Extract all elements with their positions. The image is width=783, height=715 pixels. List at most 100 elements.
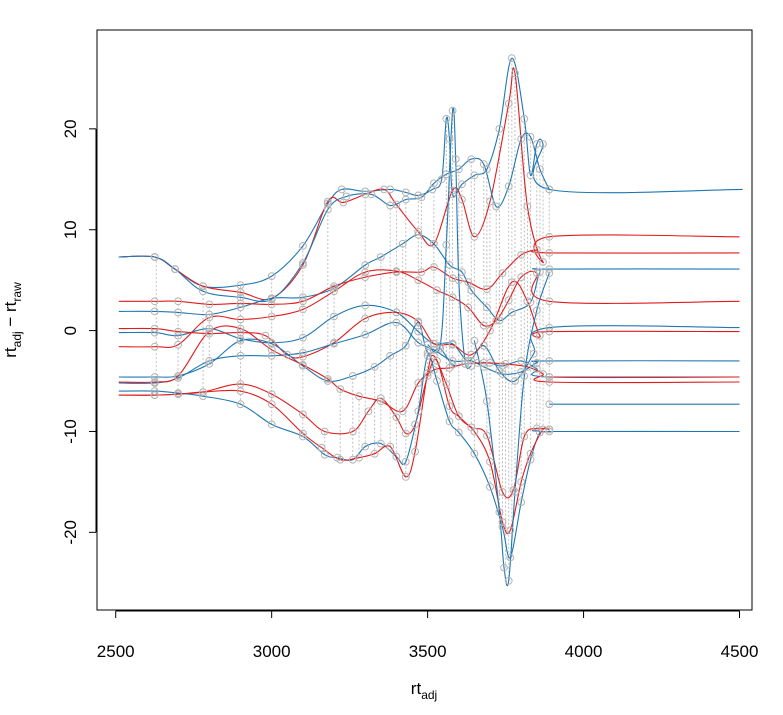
data-point-5-6 [267,312,276,321]
data-point-10-21 [545,378,554,386]
data-point-13-24 [526,449,535,458]
data-point-13-10 [355,453,363,462]
data-point-8-16 [498,370,507,378]
data-point-1-8 [323,199,332,208]
data-point-1-19 [458,180,466,189]
data-point-7-15 [467,350,476,359]
data-point-7-11 [392,308,401,317]
data-point-8-15 [479,363,488,371]
data-point-14-16 [454,165,463,174]
data-point-12-15 [414,407,423,416]
data-point-11-20 [483,431,491,440]
data-point-7-19 [536,331,544,340]
data-point-2-19 [504,99,513,108]
data-point-1-16 [442,114,451,123]
data-point-4-2 [150,297,159,306]
data-point-2-8 [323,197,332,206]
data-point-14-2 [150,253,159,261]
data-point-13-26 [545,425,554,434]
data-point-7-2 [150,324,159,333]
data-point-9-11 [386,351,395,360]
series-line-7 [118,280,740,359]
y-axis-title: rtadj − rtraw [1,282,24,358]
data-point-15-6 [454,276,463,285]
data-point-13-19 [470,427,479,436]
data-point-12-6 [267,420,276,429]
data-point-4-6 [267,300,276,309]
data-point-5-4 [205,313,214,322]
data-point-2-16 [458,195,466,204]
data-point-6-4 [205,324,214,333]
data-point-3-16 [467,286,476,295]
data-point-8-4 [205,357,214,365]
data-point-7-16 [486,326,494,335]
data-point-12-25 [526,455,535,464]
y-tick-label: -20 [61,520,80,545]
data-point-6-19 [545,323,554,332]
x-tick-label: 3500 [409,642,447,661]
data-point-13-8 [317,443,326,452]
data-point-10-6 [267,345,276,354]
data-point-11-11 [376,394,385,403]
data-point-2-5 [236,288,245,297]
data-point-12-18 [445,417,454,426]
data-point-5-7 [299,305,307,314]
data-point-2-21 [523,202,532,211]
data-point-3-18 [495,316,504,325]
data-point-2-18 [486,197,494,206]
data-point-6-9 [361,301,370,310]
data-point-1-27 [539,140,547,148]
data-point-13-22 [506,526,515,535]
data-point-10-18 [501,360,510,368]
data-point-8-3 [174,374,183,382]
data-point-15-4 [448,106,457,115]
data-point-14-11 [386,201,395,210]
data-point-11-22 [509,486,518,494]
data-point-5-20 [545,297,554,306]
data-point-14-20 [504,182,513,191]
data-point-1-10 [361,187,370,196]
data-point-7-17 [507,278,516,287]
data-point-10-5 [236,324,245,333]
data-point-10-17 [479,359,488,367]
data-point-4-18 [532,246,541,254]
data-point-2-17 [470,232,479,241]
data-point-2-4 [199,282,207,291]
data-point-4-7 [299,297,307,306]
data-point-12-22 [498,523,507,532]
data-point-1-18 [448,190,457,199]
data-point-7-5 [236,328,245,337]
data-point-9-4 [205,360,214,368]
data-point-14-6 [267,295,276,304]
data-point-8-11 [414,338,423,347]
data-point-7-3 [174,327,183,336]
data-point-3-11 [398,239,407,248]
series-line-4 [118,249,740,305]
data-point-3-3 [174,308,183,317]
data-point-14-4 [199,287,207,296]
data-point-14-23 [536,165,544,174]
data-point-13-7 [299,429,307,438]
data-point-2-23 [545,232,554,241]
data-point-7-18 [523,297,532,306]
data-point-11-6 [267,390,276,399]
data-point-5-19 [532,269,541,278]
connector-layer [155,58,550,581]
y-tick-label: 10 [61,220,80,239]
data-point-7-20 [545,327,554,336]
data-point-11-10 [364,407,373,416]
data-point-14-18 [479,160,488,169]
data-point-11-8 [320,427,329,436]
data-point-10-4 [205,327,214,336]
data-point-3-14 [445,261,454,269]
data-point-3-7 [299,293,307,302]
series-line-3 [118,234,740,322]
data-point-16-8 [532,306,541,315]
data-point-9-14 [423,348,432,357]
data-point-9-8 [323,377,332,385]
data-point-1-15 [437,175,446,184]
data-point-6-8 [330,312,338,321]
data-point-16-9 [545,269,554,278]
data-point-13-6 [267,400,276,409]
